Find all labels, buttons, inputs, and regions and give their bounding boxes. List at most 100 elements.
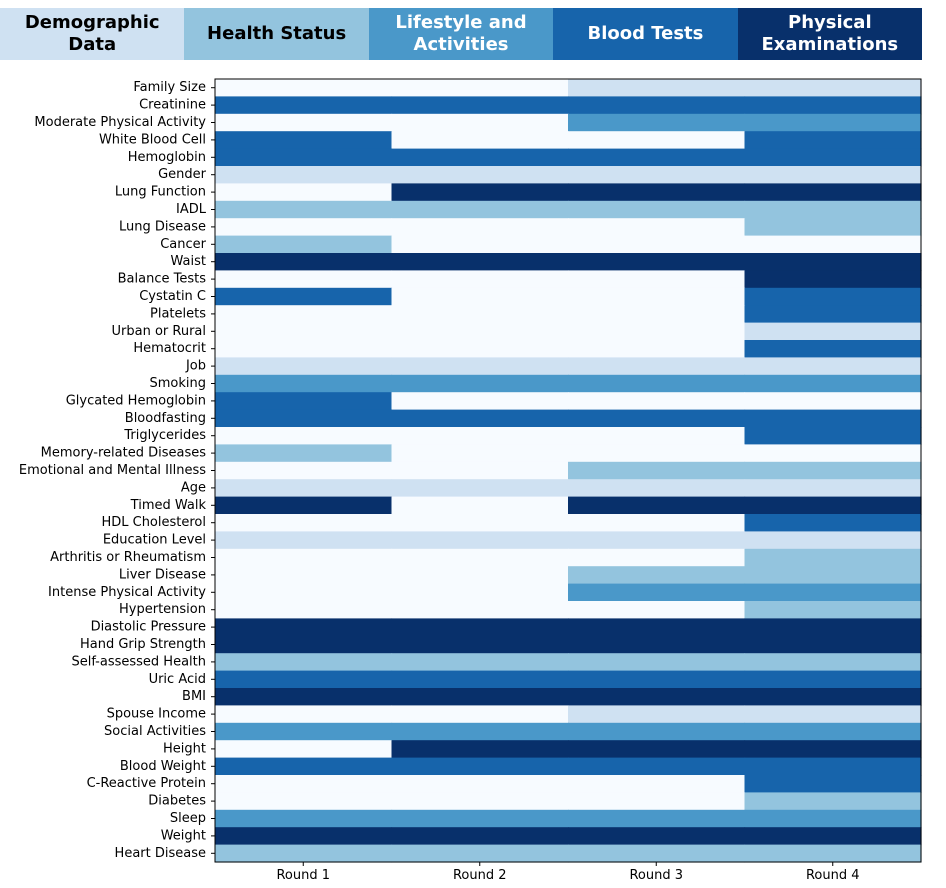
row-label: Education Level [103, 533, 206, 548]
heatmap-cell [568, 79, 746, 97]
heatmap-cell [568, 166, 746, 184]
heatmap-cell [215, 444, 393, 463]
legend-lifestyle-and-activities: Lifestyle and Activities [368, 8, 554, 60]
heatmap-cell [744, 653, 922, 672]
row-label: Hypertension [119, 602, 206, 617]
heatmap-cell [744, 253, 922, 271]
heatmap-cell [744, 409, 922, 428]
heatmap-cell [391, 775, 569, 793]
heatmap-cell [568, 583, 746, 602]
heatmap-cell [391, 79, 569, 97]
heatmap-cell [215, 740, 393, 759]
row-label: Gender [158, 167, 207, 182]
heatmap-cell [391, 479, 569, 498]
heatmap-cell [568, 653, 746, 672]
heatmap-cell [568, 113, 746, 132]
heatmap-cell [215, 200, 393, 219]
heatmap-cell [744, 131, 922, 150]
row-label: Sleep [170, 811, 206, 826]
row-label: Heart Disease [115, 846, 206, 861]
heatmap-cell [568, 618, 746, 637]
heatmap-cell [568, 496, 746, 515]
heatmap-cell [744, 357, 922, 376]
heatmap-cell [744, 809, 922, 828]
heatmap-cell [744, 374, 922, 393]
heatmap-cell [215, 653, 393, 672]
x-tick-label: Round 2 [453, 868, 507, 883]
row-label: Spouse Income [107, 707, 206, 722]
heatmap-cell [568, 479, 746, 498]
heatmap-cell [391, 757, 569, 776]
heatmap-cell [568, 566, 746, 585]
heatmap-cell [568, 218, 746, 237]
heatmap-cell [391, 792, 569, 811]
heatmap-cell [215, 757, 393, 776]
heatmap-cell [215, 270, 393, 289]
heatmap-cell [744, 270, 922, 289]
heatmap-cell [744, 757, 922, 776]
heatmap-cell [568, 305, 746, 324]
row-label: Platelets [150, 306, 206, 321]
row-label: Weight [161, 828, 206, 843]
heatmap-cell [744, 618, 922, 637]
heatmap-cell [568, 827, 746, 846]
heatmap-cell [391, 287, 569, 306]
heatmap-cell [744, 392, 922, 411]
heatmap-cell [568, 253, 746, 271]
heatmap-cell [568, 775, 746, 793]
heatmap-cell [215, 688, 393, 706]
row-label: Uric Acid [149, 672, 206, 687]
heatmap-cell [568, 722, 746, 741]
heatmap-cell [215, 409, 393, 428]
legend-health-status: Health Status [184, 8, 369, 60]
heatmap-cell [744, 235, 922, 254]
heatmap-cell [744, 444, 922, 463]
heatmap-cell [215, 792, 393, 811]
heatmap-cell [215, 548, 393, 567]
heatmap-cell [744, 461, 922, 480]
heatmap-cell [215, 166, 393, 184]
heatmap-cell [391, 200, 569, 219]
row-label: Height [163, 741, 206, 756]
heatmap-cell [391, 670, 569, 689]
heatmap-cell [391, 618, 569, 637]
heatmap-cell [391, 444, 569, 463]
heatmap-cell [391, 566, 569, 585]
heatmap-cell [215, 287, 393, 306]
heatmap-cell [568, 235, 746, 254]
row-label: Diastolic Pressure [91, 620, 206, 635]
row-label: Timed Walk [130, 498, 207, 513]
heatmap-cell [744, 566, 922, 585]
heatmap-cell [744, 113, 922, 132]
heatmap-cell [744, 287, 922, 306]
heatmap-cell [568, 757, 746, 776]
row-label: Memory-related Diseases [41, 446, 207, 461]
heatmap-cell [215, 705, 393, 724]
heatmap-cell [568, 357, 746, 376]
heatmap-cell [568, 322, 746, 341]
heatmap-cell [568, 427, 746, 445]
heatmap-cell [391, 148, 569, 167]
heatmap-cell [391, 340, 569, 358]
row-label: Urban or Rural [112, 324, 207, 339]
heatmap-cell [744, 531, 922, 550]
heatmap-cell [391, 548, 569, 567]
heatmap-cell [391, 183, 569, 202]
heatmap-cell [215, 113, 393, 132]
heatmap-cell [744, 496, 922, 515]
heatmap-cell [568, 531, 746, 550]
heatmap-cell [215, 670, 393, 689]
heatmap-cell [391, 235, 569, 254]
heatmap-cell [391, 722, 569, 741]
heatmap-cell [744, 96, 922, 115]
heatmap-cell [744, 705, 922, 724]
heatmap-cell [744, 322, 922, 341]
heatmap-cell [391, 496, 569, 515]
heatmap-cell [568, 131, 746, 150]
row-label: Smoking [149, 376, 206, 391]
heatmap-cell [215, 844, 393, 863]
heatmap-cell [215, 722, 393, 741]
heatmap-cell [568, 444, 746, 463]
heatmap-cell [391, 461, 569, 480]
